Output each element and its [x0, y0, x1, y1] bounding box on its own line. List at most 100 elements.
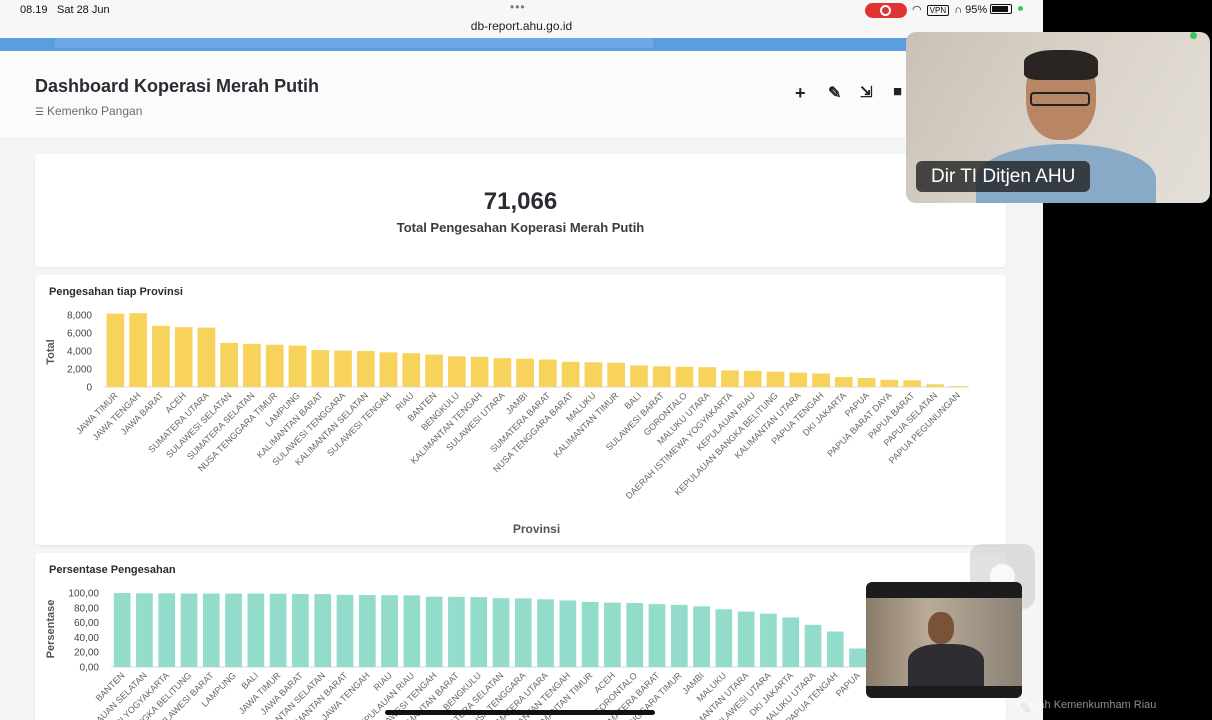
bar	[220, 342, 239, 387]
bar	[470, 356, 489, 387]
bar	[737, 611, 755, 667]
bar	[158, 593, 176, 667]
kpi-card: 71,066 Total Pengesahan Koperasi Merah P…	[35, 154, 1006, 267]
status-time: 08.19	[20, 4, 48, 16]
chart-title: Pengesahan tiap Provinsi	[49, 286, 183, 298]
bar	[559, 600, 577, 667]
bar	[447, 356, 466, 387]
kpi-label: Total Pengesahan Koperasi Merah Putih	[396, 220, 645, 235]
y-tick-label: 100,00	[68, 589, 99, 600]
participant-head	[928, 612, 954, 644]
bar	[379, 352, 398, 387]
bar	[448, 596, 465, 667]
video-call-main[interactable]: Dir TI Ditjen AHU	[906, 32, 1210, 203]
bar	[584, 362, 603, 387]
battery-icon	[990, 4, 1013, 14]
home-indicator[interactable]	[385, 710, 655, 715]
bar	[113, 593, 131, 667]
y-tick-label: 4,000	[67, 347, 92, 358]
headphones-icon: ∩	[954, 4, 963, 16]
vpn-badge: VPN	[926, 5, 950, 16]
chart-title: Persentase Pengesahan	[49, 564, 176, 576]
bar	[607, 362, 626, 387]
address-bar-url[interactable]: db-report.ahu.go.id	[470, 19, 573, 33]
bar	[381, 595, 398, 667]
bar	[265, 344, 284, 387]
y-tick-label: 80,00	[74, 603, 99, 614]
copyright-watermark: Copyright | Kantor Wilayah Kemenkumham R…	[920, 699, 1157, 711]
export-icon[interactable]: ⇲	[860, 84, 873, 101]
bar	[826, 631, 844, 667]
bar	[470, 597, 488, 667]
bar	[288, 345, 307, 387]
speaker-name-label: Dir TI Ditjen AHU	[916, 161, 1091, 192]
y-tick-label: 40,00	[74, 633, 99, 644]
bar	[334, 350, 352, 387]
page-title: Dashboard Koperasi Merah Putih	[35, 76, 320, 96]
chart-persentase-svg: 100,00 80,00 60,00 40,00 20,00 0,00 Persentase…	[45, 589, 891, 720]
bar	[925, 384, 944, 387]
live-indicator-icon	[1190, 32, 1197, 39]
participant-body	[908, 644, 984, 686]
bar	[652, 366, 671, 387]
bar	[698, 367, 717, 387]
bar	[857, 378, 876, 387]
bar	[516, 358, 534, 387]
status-date: Sat 28 Jun	[57, 4, 110, 16]
bar	[292, 593, 309, 667]
trash-icon[interactable]: ■	[893, 83, 903, 100]
bar	[675, 366, 694, 387]
bar	[425, 596, 443, 667]
bar	[630, 365, 648, 387]
bar	[269, 593, 287, 667]
dashboard-header: Dashboard Koperasi Merah Putih ☰ Kemenko …	[0, 51, 1043, 139]
x-axis-label: Provinsi	[513, 522, 560, 536]
bar	[626, 602, 644, 667]
bar	[903, 380, 921, 387]
plus-icon[interactable]: +	[795, 83, 806, 103]
bar	[243, 343, 261, 387]
speaker-glasses	[1030, 92, 1090, 106]
bar	[358, 595, 376, 667]
bar	[136, 593, 153, 667]
bar	[561, 361, 580, 387]
bar	[604, 602, 621, 667]
bar	[514, 598, 532, 667]
video-call-secondary[interactable]	[866, 582, 1022, 698]
chart-pengesahan-provinsi: 8,000 6,000 4,000 2,000 0 Total JAWA TIMUR JAWA…	[35, 275, 1006, 545]
y-axis-label: Total	[45, 339, 57, 364]
bar	[493, 358, 512, 387]
layers-icon: ☰	[35, 107, 44, 118]
pencil-icon[interactable]: ✎	[828, 85, 842, 102]
bar	[812, 373, 830, 387]
y-tick-label: 0	[86, 383, 92, 394]
bar	[225, 593, 242, 667]
bar	[537, 599, 554, 667]
bar	[202, 593, 220, 667]
bar	[174, 327, 193, 387]
screen-record-icon[interactable]	[865, 3, 907, 18]
bar	[670, 604, 688, 667]
more-dots-icon[interactable]: •••	[510, 0, 526, 14]
y-tick-label: 20,00	[74, 648, 99, 659]
bar	[356, 351, 375, 387]
bar	[693, 606, 710, 667]
bar	[152, 325, 170, 387]
subtitle-text: Kemenko Pangan	[46, 104, 143, 118]
bar	[539, 359, 557, 387]
browser-screen: 08.19 Sat 28 Jun ••• db-report.ahu.go.id…	[0, 0, 1043, 720]
bar	[247, 593, 265, 667]
bar	[782, 617, 800, 667]
bar	[715, 609, 733, 667]
bar	[492, 598, 510, 667]
kpi-value: 71,066	[483, 188, 558, 215]
bar	[425, 354, 443, 387]
status-bar: 08.19 Sat 28 Jun ••• db-report.ahu.go.id…	[0, 0, 1043, 38]
bar	[581, 601, 599, 667]
bar	[336, 594, 354, 667]
battery-percent: 95%	[965, 4, 988, 16]
x-tick-label: PAPUA	[834, 670, 862, 698]
bar	[402, 353, 421, 387]
bar	[849, 648, 866, 667]
pen-icon[interactable]: ✎	[1019, 701, 1033, 718]
